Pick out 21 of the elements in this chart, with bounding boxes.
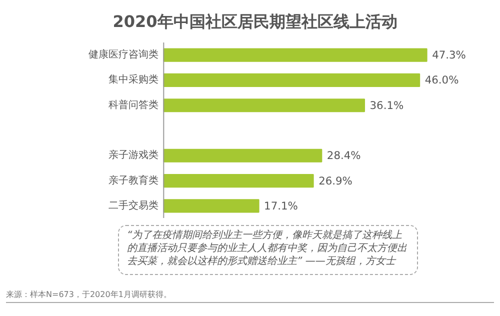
bar: [163, 48, 428, 62]
data-label: 36.1%: [370, 98, 404, 112]
chart-title: 2020年中国社区居民期望社区线上活动: [112, 11, 398, 33]
bar: [163, 148, 322, 162]
source-note: 来源：样本N=673，于2020年1月调研获得。: [6, 289, 172, 300]
y-tick-label: 亲子教育类: [108, 174, 158, 186]
bar: [163, 73, 420, 87]
data-label: 46.0%: [424, 74, 459, 87]
y-tick-label: 科普问答类: [108, 98, 158, 111]
bar: [163, 174, 314, 188]
y-tick-label: 集中采购类: [108, 74, 158, 86]
data-label: 28.4%: [326, 149, 361, 162]
bar: [163, 98, 366, 112]
data-label: 17.1%: [264, 199, 298, 212]
data-label: 26.9%: [318, 174, 352, 188]
bar: [163, 199, 260, 213]
data-label: 47.3%: [432, 48, 466, 62]
y-tick-label: 亲子游戏类: [108, 149, 158, 162]
y-tick-label: 二手交易类: [108, 199, 158, 212]
y-tick-label: 健康医疗咨询类: [88, 48, 158, 61]
text: “为了在疫情期间给到业主一些方便，像昨天就是搞了这种线上的直播活动只要参与的业主人人都有中奖，因为自己不太方便出去买菜，就会以这样的形式赠送给业主” ——无孩组，方女士: [127, 229, 408, 268]
